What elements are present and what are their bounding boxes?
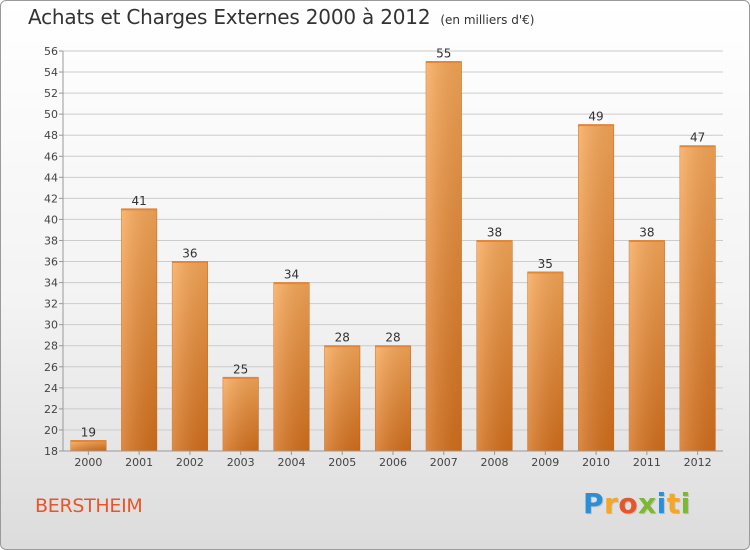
x-tick-label: 2010 xyxy=(582,456,610,469)
x-tick-label: 2011 xyxy=(633,456,661,469)
x-tick-label: 2008 xyxy=(481,456,509,469)
place-name: BERSTHEIM xyxy=(35,495,143,517)
logo-letter: t xyxy=(666,487,681,520)
y-tick-label: 36 xyxy=(44,256,58,269)
chart-title: Achats et Charges Externes 2000 à 2012 xyxy=(28,5,431,29)
x-tick-label: 2007 xyxy=(430,456,458,469)
x-tick-label: 2003 xyxy=(227,456,255,469)
bar-shade xyxy=(222,377,259,451)
data-label: 35 xyxy=(538,257,553,271)
logo-letter: P xyxy=(583,487,605,520)
y-tick-label: 50 xyxy=(44,108,58,121)
logo-letter: x xyxy=(638,487,657,520)
bar-shade xyxy=(172,261,208,451)
y-tick-label: 46 xyxy=(44,150,58,163)
data-label: 41 xyxy=(132,194,147,208)
y-tick-label: 40 xyxy=(44,213,58,226)
y-tick-label: 26 xyxy=(44,361,58,374)
bar-shade xyxy=(121,208,157,451)
data-label: 36 xyxy=(182,247,197,261)
bar-shade xyxy=(324,345,360,451)
bar-shade xyxy=(527,272,564,451)
data-label: 25 xyxy=(233,362,248,376)
data-label: 28 xyxy=(335,331,350,345)
logo-letter: i xyxy=(680,487,691,520)
bar-shade xyxy=(426,61,462,452)
data-label: 55 xyxy=(436,47,451,61)
chart-subtitle: (en milliers d'€) xyxy=(440,13,535,27)
x-tick-label: 2006 xyxy=(379,456,407,469)
bars: 19 41 36 25 34 28 28 55 38 35 49 38 47 xyxy=(70,47,716,452)
y-tick-label: 48 xyxy=(44,129,58,142)
y-tick-label: 20 xyxy=(44,424,58,437)
y-tick-label: 18 xyxy=(44,445,58,458)
data-label: 34 xyxy=(284,268,299,282)
y-axis: 18 20 22 24 26 28 30 32 34 36 38 40 42 44 46 48 50 52 54 56 xyxy=(44,45,64,458)
data-label: 28 xyxy=(385,331,400,345)
x-tick-label: 2000 xyxy=(74,456,102,469)
x-tick-label: 2005 xyxy=(328,456,356,469)
y-tick-label: 28 xyxy=(44,340,58,353)
bar-shade xyxy=(70,440,107,451)
y-tick-label: 22 xyxy=(44,403,58,416)
x-tick-label: 2004 xyxy=(277,456,305,469)
logo-letter: r xyxy=(604,487,619,520)
proxiti-logo: Proxiti xyxy=(583,487,691,520)
y-tick-label: 56 xyxy=(44,45,58,58)
logo-letter: o xyxy=(618,487,639,520)
data-label: 38 xyxy=(487,225,502,239)
y-tick-label: 52 xyxy=(44,87,58,100)
logo-letter: i xyxy=(656,487,667,520)
y-tick-label: 30 xyxy=(44,319,58,332)
y-tick-label: 32 xyxy=(44,298,58,311)
data-label: 19 xyxy=(81,425,96,439)
bar-shade xyxy=(629,240,665,451)
data-label: 38 xyxy=(639,225,654,239)
data-label: 49 xyxy=(588,110,603,124)
y-tick-label: 38 xyxy=(44,234,58,247)
y-tick-label: 34 xyxy=(44,277,58,290)
bar-shade xyxy=(476,240,513,451)
bar-shade xyxy=(679,145,716,451)
y-tick-label: 24 xyxy=(44,382,58,395)
bar-shade xyxy=(578,124,614,452)
y-tick-label: 54 xyxy=(44,66,58,79)
x-tick-label: 2012 xyxy=(684,456,712,469)
chart-header: Achats et Charges Externes 2000 à 2012 (e… xyxy=(28,5,534,29)
y-tick-label: 44 xyxy=(44,171,58,184)
data-label: 47 xyxy=(690,131,705,145)
x-axis: 2000 2001 2002 2003 2004 2005 2006 2007 2008 2009… xyxy=(63,450,723,469)
bar-shade xyxy=(375,345,411,451)
y-tick-label: 42 xyxy=(44,192,58,205)
x-tick-label: 2002 xyxy=(176,456,204,469)
x-tick-label: 2009 xyxy=(531,456,559,469)
bar-shade xyxy=(273,282,310,451)
x-tick-label: 2001 xyxy=(125,456,153,469)
